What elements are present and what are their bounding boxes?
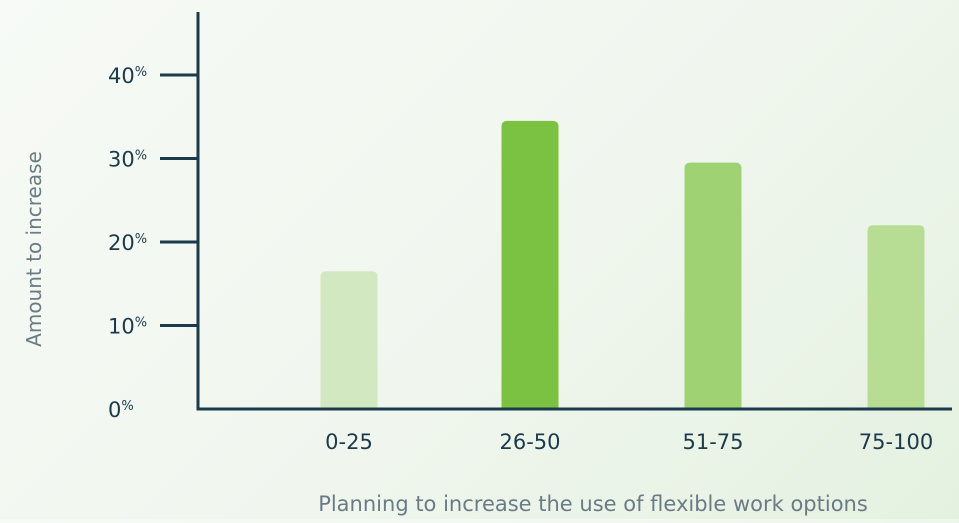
x-tick-labels: 0-25 26-50 51-75 75-100 <box>325 430 933 454</box>
y-tick-unit: % <box>135 316 147 331</box>
bar-51-75 <box>684 162 742 409</box>
y-ticks: 0%10%20%30%40% <box>108 64 198 422</box>
x-tick-label-0-25: 0-25 <box>325 430 373 454</box>
axes-layer <box>196 12 952 411</box>
x-tick-label-75-100: 75-100 <box>859 430 933 454</box>
y-tick-number: 10 <box>108 315 135 339</box>
y-tick-label-0: 0% <box>108 398 134 422</box>
y-tick-label-20: 20% <box>108 231 147 255</box>
y-tick-number: 20 <box>108 231 135 255</box>
x-axis-label: Planning to increase the use of flexible… <box>318 492 868 516</box>
bar-75-100 <box>867 225 925 409</box>
y-axis-label: Amount to increase <box>22 151 46 347</box>
bar-26-50 <box>501 120 559 410</box>
bar-0-25 <box>320 271 378 409</box>
y-tick-unit: % <box>135 232 147 247</box>
bars-layer <box>320 120 925 410</box>
y-tick-unit: % <box>135 65 147 80</box>
y-tick-label-10: 10% <box>108 315 147 339</box>
y-tick-label-40: 40% <box>108 64 147 88</box>
y-tick-number: 0 <box>108 398 121 422</box>
y-tick-unit: % <box>121 399 133 414</box>
y-tick-label-30: 30% <box>108 148 147 172</box>
x-tick-label-26-50: 26-50 <box>499 430 560 454</box>
y-tick-number: 40 <box>108 64 135 88</box>
y-tick-unit: % <box>135 149 147 164</box>
y-tick-number: 30 <box>108 148 135 172</box>
x-tick-label-51-75: 51-75 <box>682 430 743 454</box>
